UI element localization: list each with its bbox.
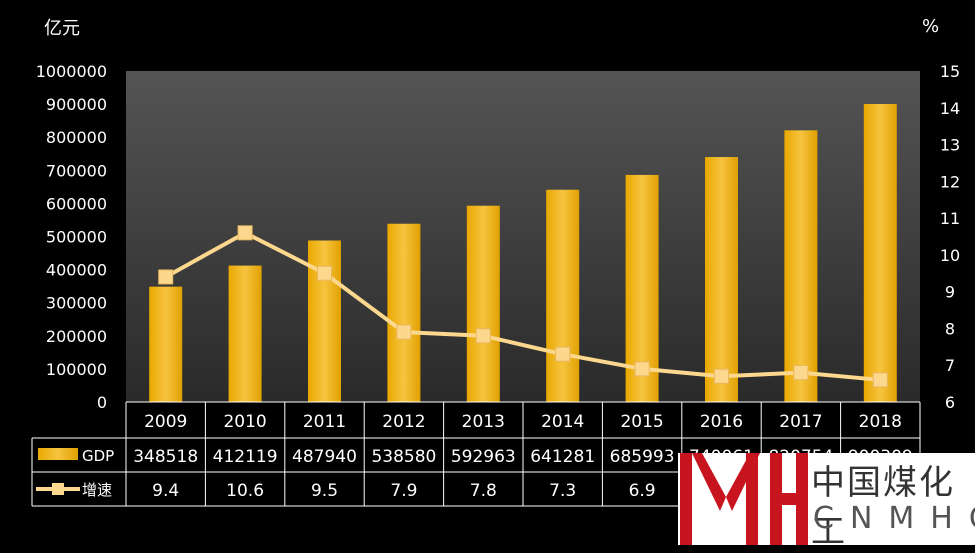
y-right-tick: 8 — [945, 319, 955, 338]
table-cell: 7.8 — [470, 481, 497, 501]
x-tick-label: 2013 — [462, 412, 505, 432]
y-right-tick: 10 — [940, 246, 960, 265]
table-cell: 10.6 — [226, 481, 264, 501]
table-cell: 685993 — [610, 447, 675, 467]
table-cell: 592963 — [451, 447, 516, 467]
x-tick-label: 2010 — [223, 412, 266, 432]
bar-gdp-2011 — [308, 240, 341, 402]
y-left-tick: 800000 — [46, 128, 107, 147]
y-left-tick: 900000 — [46, 95, 107, 114]
bar-gdp-2010 — [228, 265, 262, 402]
y-right-tick: 9 — [945, 283, 955, 302]
x-tick-label: 2011 — [303, 412, 346, 432]
y-right-tick: 11 — [940, 209, 960, 228]
y-left-tick: 400000 — [46, 261, 107, 280]
table-cell: 641281 — [530, 447, 595, 467]
y-left-tick: 100000 — [46, 360, 107, 379]
x-tick-label: 2015 — [620, 412, 663, 432]
table-cell: 9.4 — [152, 481, 179, 501]
y-left-tick: 200000 — [46, 327, 107, 346]
y-right-tick: 12 — [940, 172, 960, 191]
growth-point-2014 — [555, 346, 571, 362]
bar-gdp-2013 — [466, 205, 500, 402]
left-axis-unit: 亿元 — [44, 18, 80, 39]
right-axis-unit: % — [922, 16, 940, 37]
bar-gdp-2017 — [784, 130, 818, 402]
bar-gdp-2012 — [387, 223, 421, 402]
x-tick-label: 2017 — [779, 412, 822, 432]
y-left-tick: 700000 — [46, 161, 107, 180]
growth-point-2011 — [317, 265, 332, 281]
bar-gdp-2009 — [149, 286, 183, 402]
mh-logo-icon — [680, 453, 808, 545]
growth-point-2018 — [872, 372, 888, 388]
growth-point-2012 — [396, 324, 412, 340]
y-right-tick: 13 — [940, 136, 960, 155]
table-cell: 348518 — [133, 447, 198, 467]
growth-point-2015 — [634, 361, 650, 377]
cnmhg-logo: 中国煤化工 CNMHG — [678, 453, 975, 552]
bar-gdp-2018 — [863, 103, 897, 403]
table-cell: 6.9 — [629, 481, 656, 501]
y-right-tick: 7 — [945, 356, 955, 375]
growth-point-2013 — [475, 328, 491, 344]
bar-gdp-2014 — [546, 189, 580, 402]
logo-en-text: CNMHG — [813, 501, 975, 536]
table-cell: 7.3 — [549, 481, 576, 501]
y-right-tick: 14 — [940, 99, 960, 118]
growth-point-2009 — [158, 269, 174, 285]
x-tick-label: 2018 — [859, 412, 902, 432]
table-cell: 7.9 — [390, 481, 417, 501]
x-tick-label: 2014 — [541, 412, 584, 432]
growth-point-2010 — [237, 225, 253, 241]
legend-growth-marker — [52, 483, 64, 495]
x-tick-label: 2012 — [382, 412, 425, 432]
table-cell: 538580 — [371, 447, 436, 467]
legend-label: GDP — [82, 447, 114, 465]
x-tick-label: 2009 — [144, 412, 187, 432]
y-left-tick: 600000 — [46, 194, 107, 213]
table-cell: 9.5 — [311, 481, 338, 501]
growth-point-2016 — [714, 368, 729, 384]
table-cell: 487940 — [292, 447, 357, 467]
bar-gdp-2016 — [705, 157, 738, 402]
y-left-tick: 0 — [97, 393, 107, 412]
growth-line — [164, 230, 881, 382]
growth-point-2017 — [793, 365, 809, 381]
legend-gdp-swatch — [38, 448, 78, 460]
y-left-tick: 500000 — [46, 228, 107, 247]
y-right-tick: 15 — [940, 62, 960, 81]
x-tick-label: 2016 — [700, 412, 743, 432]
y-right-tick: 6 — [945, 393, 955, 412]
y-left-tick: 300000 — [46, 294, 107, 313]
y-left-tick: 1000000 — [36, 62, 107, 81]
legend-label: 增速 — [82, 481, 112, 499]
table-cell: 412119 — [213, 447, 278, 467]
